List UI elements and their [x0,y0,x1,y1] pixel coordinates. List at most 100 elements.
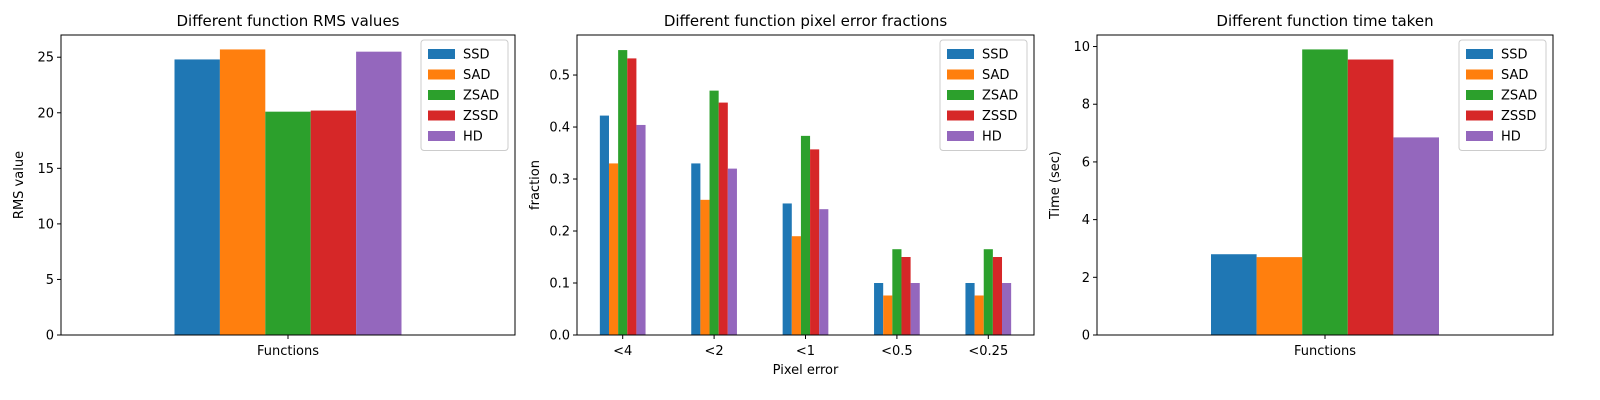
legend: SSD SAD ZSAD ZSSD HD [420,39,509,151]
bar-hd-4 [636,124,646,335]
legend-label-zssd: ZSSD [1501,109,1536,124]
bar-ssd-functions [174,59,220,335]
chart-title: Different function pixel error fractions [664,12,948,30]
legend-swatch-hd [1466,131,1493,141]
bar-sad-functions [1256,257,1303,335]
bar-zssd-0p25 [992,257,1003,335]
bar-zsad-4 [618,50,628,335]
legend-label-sad: SAD [463,68,490,83]
legend-swatch-sad [1466,69,1493,80]
chart-title: Different function RMS values [177,12,400,30]
bar-sad-functions [219,49,266,335]
y-axis-label: fraction [528,160,543,210]
y-tick-label: 5 [46,273,54,288]
x-tick-label: <1 [796,344,815,359]
bar-sad-2 [700,199,710,335]
bar-hd-0p5 [910,283,920,335]
bar-zsad-1 [800,135,811,335]
bar-zsad-functions [265,111,311,335]
legend-swatch-ssd [1466,49,1493,59]
y-tick-label: 25 [37,51,54,66]
x-tick-label: <0.25 [968,344,1008,359]
legend-label-hd: HD [982,130,1002,145]
bar-sad-0p25 [974,295,984,335]
legend-label-zssd: ZSSD [982,109,1017,124]
bar-zsad-functions [1302,49,1348,336]
bar-ssd-1 [782,203,792,335]
legend-swatch-zsad [947,90,974,100]
legend-label-zsad: ZSAD [463,89,499,104]
chart-pixel-error-fractions: 0.0 0.1 0.2 0.3 0.4 0.5 <4 <2 <1 <0.5 <0.25 Differe… [528,12,1035,378]
x-axis-label: Pixel error [773,363,839,378]
legend-label-zssd: ZSSD [463,109,498,124]
legend: SSD SAD ZSAD ZSSD HD [939,39,1028,151]
legend-label-zsad: ZSAD [982,89,1018,104]
legend-label-sad: SAD [1501,68,1528,83]
x-tick-label: <0.5 [881,344,913,359]
y-tick-label: 0.2 [549,225,570,240]
bar-zsad-0p5 [892,249,902,335]
bar-zssd-4 [627,58,637,336]
legend-label-ssd: SSD [1501,48,1528,63]
y-tick-label: 0.5 [549,69,570,84]
legend-frame [939,39,1028,151]
legend-swatch-sad [947,69,974,80]
bar-sad-1 [791,236,801,335]
bar-ssd-0p5 [874,283,884,335]
bar-ssd-functions [1211,254,1257,335]
bar-ssd-4 [599,115,609,335]
y-tick-label: 0.3 [549,173,570,188]
legend-label-ssd: SSD [982,48,1009,63]
bar-sad-4 [608,163,619,335]
legend-label-ssd: SSD [463,48,490,63]
y-tick-label: 0 [46,329,54,344]
y-tick-label: 0.1 [549,277,570,292]
legend-swatch-hd [428,131,455,141]
bar-zssd-functions [1347,59,1394,336]
legend-frame [1458,39,1547,151]
y-axis-label: RMS value [12,151,27,219]
y-tick-label: 20 [37,106,54,121]
x-tick-label: Functions [1294,344,1356,359]
y-tick-label: 6 [1082,155,1090,170]
bar-hd-0p25 [1002,283,1012,335]
y-tick-label: 0 [1082,329,1090,344]
chart-title: Different function time taken [1216,12,1433,30]
legend-swatch-sad [428,69,455,80]
legend-swatch-zsad [1466,90,1493,100]
legend-label-hd: HD [1501,130,1521,145]
bar-ssd-0p25 [965,283,975,335]
x-tick-label: <2 [705,344,724,359]
x-tick-label: Functions [257,344,319,359]
legend-swatch-hd [947,131,974,141]
legend-swatch-zssd [947,110,974,121]
legend-swatch-zssd [428,110,455,121]
legend-swatch-ssd [428,49,455,59]
y-tick-label: 2 [1082,271,1090,286]
chart-time-taken: 0 2 4 6 8 10 Functions Different function time … [1048,12,1554,359]
bar-zssd-2 [718,102,728,335]
legend-swatch-ssd [947,49,974,59]
legend-label-hd: HD [463,130,483,145]
y-tick-label: 0.0 [549,329,570,344]
y-tick-label: 15 [37,162,54,177]
y-tick-label: 10 [37,217,54,232]
legend-swatch-zsad [428,90,455,100]
y-tick-label: 0.4 [549,121,570,136]
bar-hd-2 [727,168,737,335]
chart-rms-values: 0 5 10 15 20 25 Functions Different function RM… [12,12,516,359]
y-tick-label: 4 [1082,213,1090,228]
bar-zsad-2 [709,90,719,335]
x-tick-label: <4 [613,344,632,359]
legend-frame [420,39,509,151]
legend: SSD SAD ZSAD ZSSD HD [1458,39,1547,151]
y-tick-label: 8 [1082,98,1090,113]
legend-label-zsad: ZSAD [1501,89,1537,104]
bar-zssd-functions [310,110,357,335]
y-axis-label: Time (sec) [1048,151,1063,220]
y-tick-label: 10 [1073,40,1090,55]
bar-zssd-0p5 [901,257,911,335]
legend-swatch-zssd [1466,110,1493,121]
bar-sad-0p5 [883,295,893,335]
